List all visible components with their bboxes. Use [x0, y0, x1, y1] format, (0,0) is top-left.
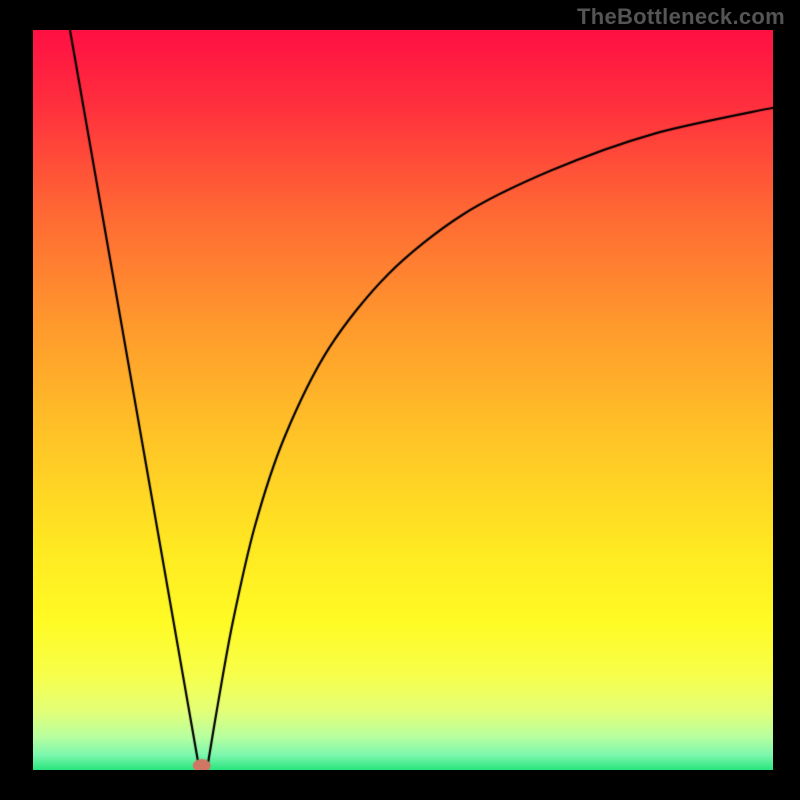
- outer-frame: TheBottleneck.com: [0, 0, 800, 800]
- chart-canvas: [33, 30, 773, 770]
- plot-area: [33, 30, 773, 770]
- watermark-label: TheBottleneck.com: [577, 4, 785, 30]
